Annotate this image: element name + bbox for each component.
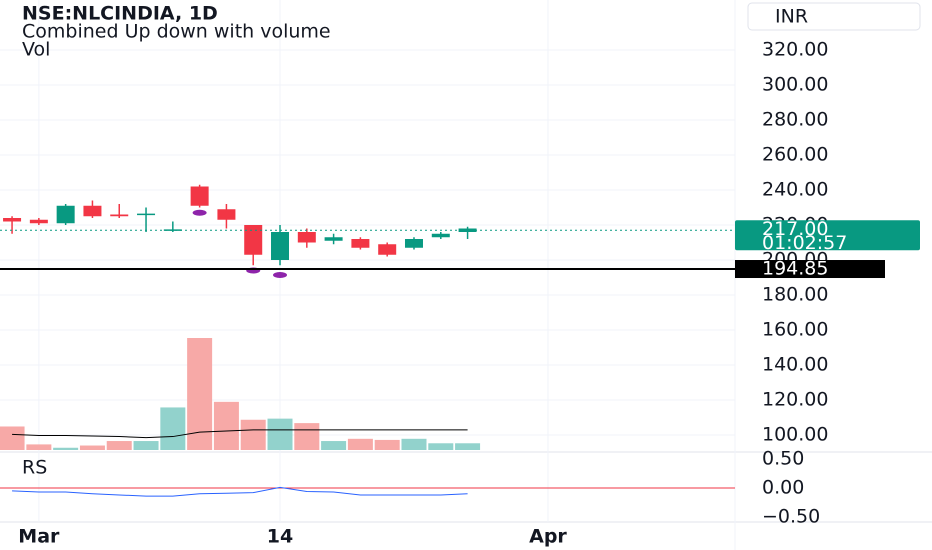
volume-bar — [321, 441, 347, 450]
volume-bar — [294, 423, 320, 450]
candle-body — [190, 186, 209, 206]
y-tick-label: 300.00 — [762, 73, 828, 95]
candle-body — [431, 233, 450, 238]
candle-body — [56, 205, 75, 224]
volume-bar — [53, 447, 79, 450]
y-tick-label: 160.00 — [762, 319, 828, 341]
rs-line — [12, 486, 468, 497]
candle-body — [324, 237, 343, 241]
plot — [0, 0, 735, 522]
x-tick-label: Apr — [529, 526, 567, 548]
candle-body — [83, 205, 102, 217]
candle-body — [217, 209, 236, 220]
volume-bar — [0, 426, 25, 450]
volume-bar — [160, 407, 186, 450]
y-tick-label: 120.00 — [762, 389, 828, 411]
signal-dot — [273, 272, 288, 279]
candle-body — [351, 239, 370, 248]
level-label: 194.85 — [762, 258, 828, 280]
y-tick-label: 320.00 — [762, 38, 828, 60]
volume-bar — [79, 445, 105, 450]
currency[interactable]: INR — [775, 6, 808, 28]
symbol: NSE:NLCINDIA, 1D — [22, 3, 218, 25]
candle-body — [3, 217, 22, 222]
y-tick-label: 280.00 — [762, 108, 828, 130]
volume-ma — [12, 429, 468, 439]
candle-body — [297, 232, 316, 243]
volume-bar — [347, 438, 373, 450]
candle-body — [378, 244, 397, 255]
candle-body — [271, 232, 290, 261]
y-tick-label: 180.00 — [762, 284, 828, 306]
volume-bar — [133, 441, 159, 450]
y-tick-label: 100.00 — [762, 424, 828, 446]
rs-tick-label: 0.00 — [762, 476, 804, 498]
candle-body — [137, 213, 156, 216]
rs-label: RS — [22, 457, 47, 479]
candle-body — [29, 219, 48, 224]
countdown: 01:02:57 — [762, 232, 847, 254]
signal-dot — [192, 209, 207, 216]
volume-bar — [26, 444, 52, 450]
volume-bar — [267, 418, 293, 450]
volume-label: Vol — [22, 39, 50, 61]
x-tick-label: Mar — [18, 526, 60, 548]
y-tick-label: 260.00 — [762, 143, 828, 165]
volume-bar — [401, 438, 427, 450]
volume-bar — [240, 419, 266, 450]
candle-body — [163, 229, 182, 231]
volume-bar — [428, 443, 454, 450]
volume-bar — [213, 401, 239, 450]
volume-bar — [374, 439, 400, 450]
x-tick-label: 14 — [267, 526, 293, 548]
candle-body — [110, 214, 129, 217]
rs-tick-label: 0.50 — [762, 447, 804, 469]
candle-body — [458, 228, 477, 233]
last-price-box — [735, 220, 920, 251]
currency-box[interactable] — [747, 2, 921, 31]
rs-tick-label: −0.50 — [762, 506, 820, 528]
indicator-name: Combined Up down with volume — [22, 21, 331, 43]
y-tick-label: 240.00 — [762, 178, 828, 200]
y-tick-label: 140.00 — [762, 354, 828, 376]
candle-body — [404, 239, 423, 248]
volume-bar — [106, 441, 132, 450]
candle-body — [244, 225, 263, 255]
last-price-label: 217.00 — [762, 218, 828, 240]
level-label-box — [735, 260, 885, 279]
volume-bar — [455, 443, 481, 450]
